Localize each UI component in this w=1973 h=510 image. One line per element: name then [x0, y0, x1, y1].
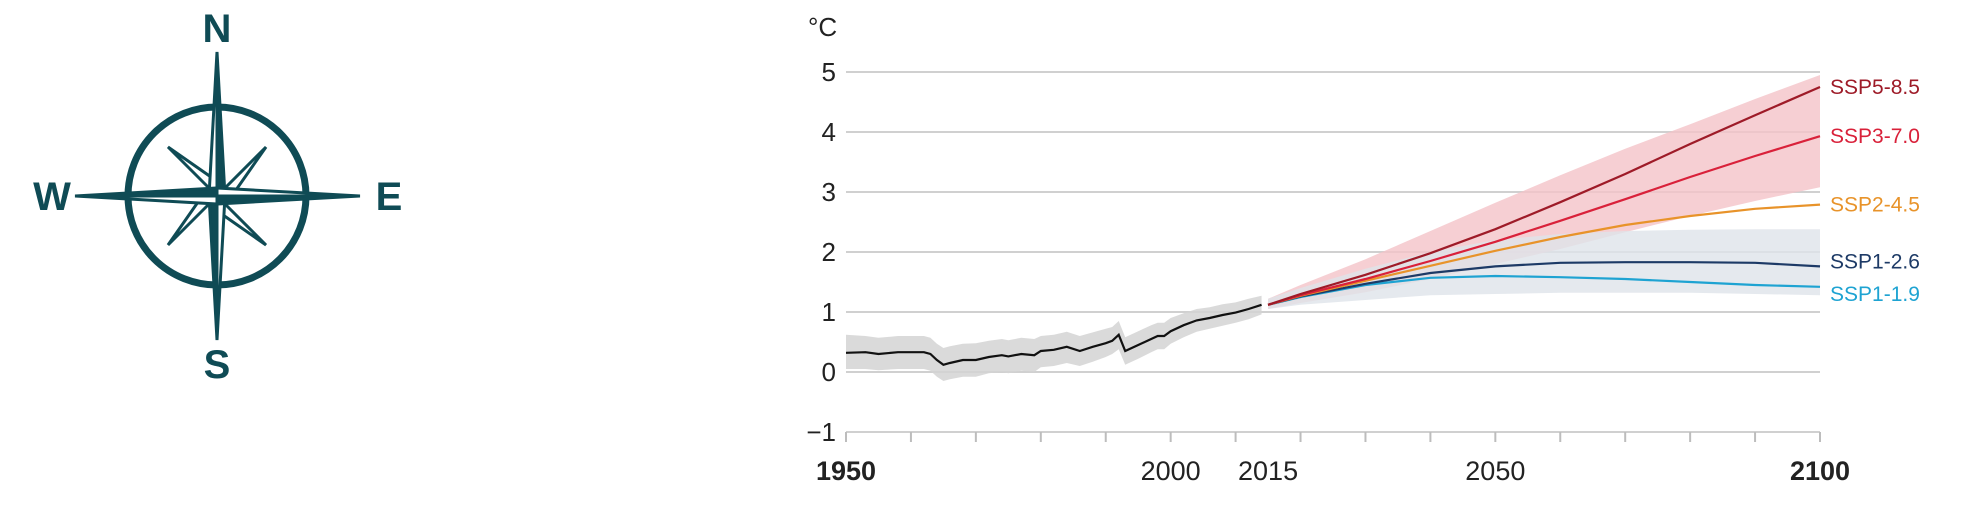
historical-uncertainty-band [846, 295, 1262, 381]
series-line-ssp1-2-6 [1267, 261, 1821, 306]
series-line-ssp2-4-5 [1267, 203, 1821, 306]
y-tick-label: 2 [822, 237, 836, 267]
y-tick-label: 5 [822, 57, 836, 87]
y-tick-label: 4 [822, 117, 836, 147]
compass-east-label: E [376, 175, 403, 219]
series-line-ssp3-7-0 [1267, 135, 1821, 306]
y-tick-label: −1 [806, 417, 836, 447]
x-tick-label: 1950 [816, 456, 876, 486]
x-tick-label: 2015 [1238, 456, 1298, 486]
x-tick-labels: 1950 2000 2015 2050 2100 [816, 456, 1850, 486]
y-tick-labels: 5 4 3 2 1 0 −1 [806, 57, 836, 447]
projection-uncertainty-band [1268, 75, 1820, 309]
series-label: SSP1-2.6 [1830, 250, 1920, 273]
series-labels: SSP5-8.5 SSP3-7.0 SSP2-4.5 SSP1-2.6 SSP1-1.9 [1830, 76, 1920, 306]
compass-south-label: S [204, 343, 231, 387]
historical-line [845, 303, 1262, 367]
x-tick-label: 2100 [1790, 456, 1850, 486]
compass-rose-icon: N S W E [33, 7, 403, 387]
series-line-ssp5-8-5 [1267, 85, 1821, 306]
y-tick-label: 0 [822, 357, 836, 387]
x-tick-label: 2000 [1141, 456, 1201, 486]
x-tick-label: 2050 [1465, 456, 1525, 486]
y-tick-label: 1 [822, 297, 836, 327]
projection-uncertainty-band [1268, 229, 1820, 309]
series-label: SSP5-8.5 [1830, 76, 1920, 99]
compass-west-label: W [33, 175, 71, 219]
compass-cardinal-points [74, 51, 361, 341]
series-label: SSP2-4.5 [1830, 194, 1920, 217]
compass-north-label: N [203, 7, 232, 51]
y-tick-label: 3 [822, 177, 836, 207]
y-axis-unit-label: °C [808, 12, 837, 42]
uncertainty-bands [846, 75, 1820, 381]
series-label: SSP3-7.0 [1830, 125, 1920, 148]
temperature-chart: °C SSP5-8.5 SSP3-7.0 SSP2-4.5 SSP1-2.6 SSP1-… [806, 12, 1920, 486]
series-label: SSP1-1.9 [1830, 283, 1920, 306]
series-lines [845, 85, 1821, 367]
